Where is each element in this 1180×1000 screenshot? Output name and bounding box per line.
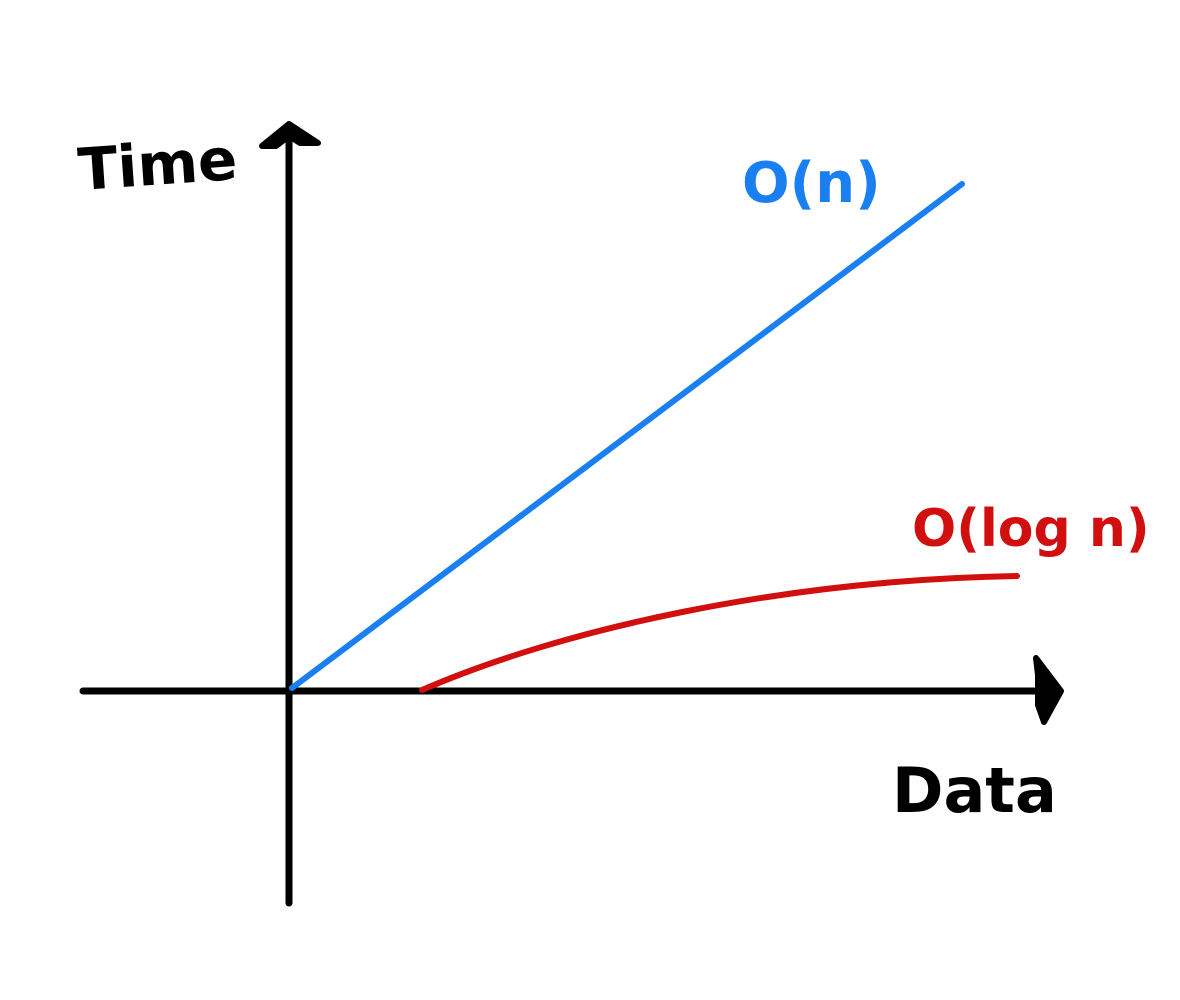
- series-line-on: [289, 181, 965, 691]
- series-label-ologn: O(log n): [912, 499, 1150, 559]
- y-axis-label: Time: [76, 125, 240, 204]
- y-axis-arrowhead: [259, 121, 321, 149]
- x-axis-arrowhead: [1033, 655, 1064, 725]
- series-line-ologn: [419, 573, 1020, 693]
- series-label-on: O(n): [742, 151, 881, 216]
- x-axis-label: Data: [892, 754, 1057, 827]
